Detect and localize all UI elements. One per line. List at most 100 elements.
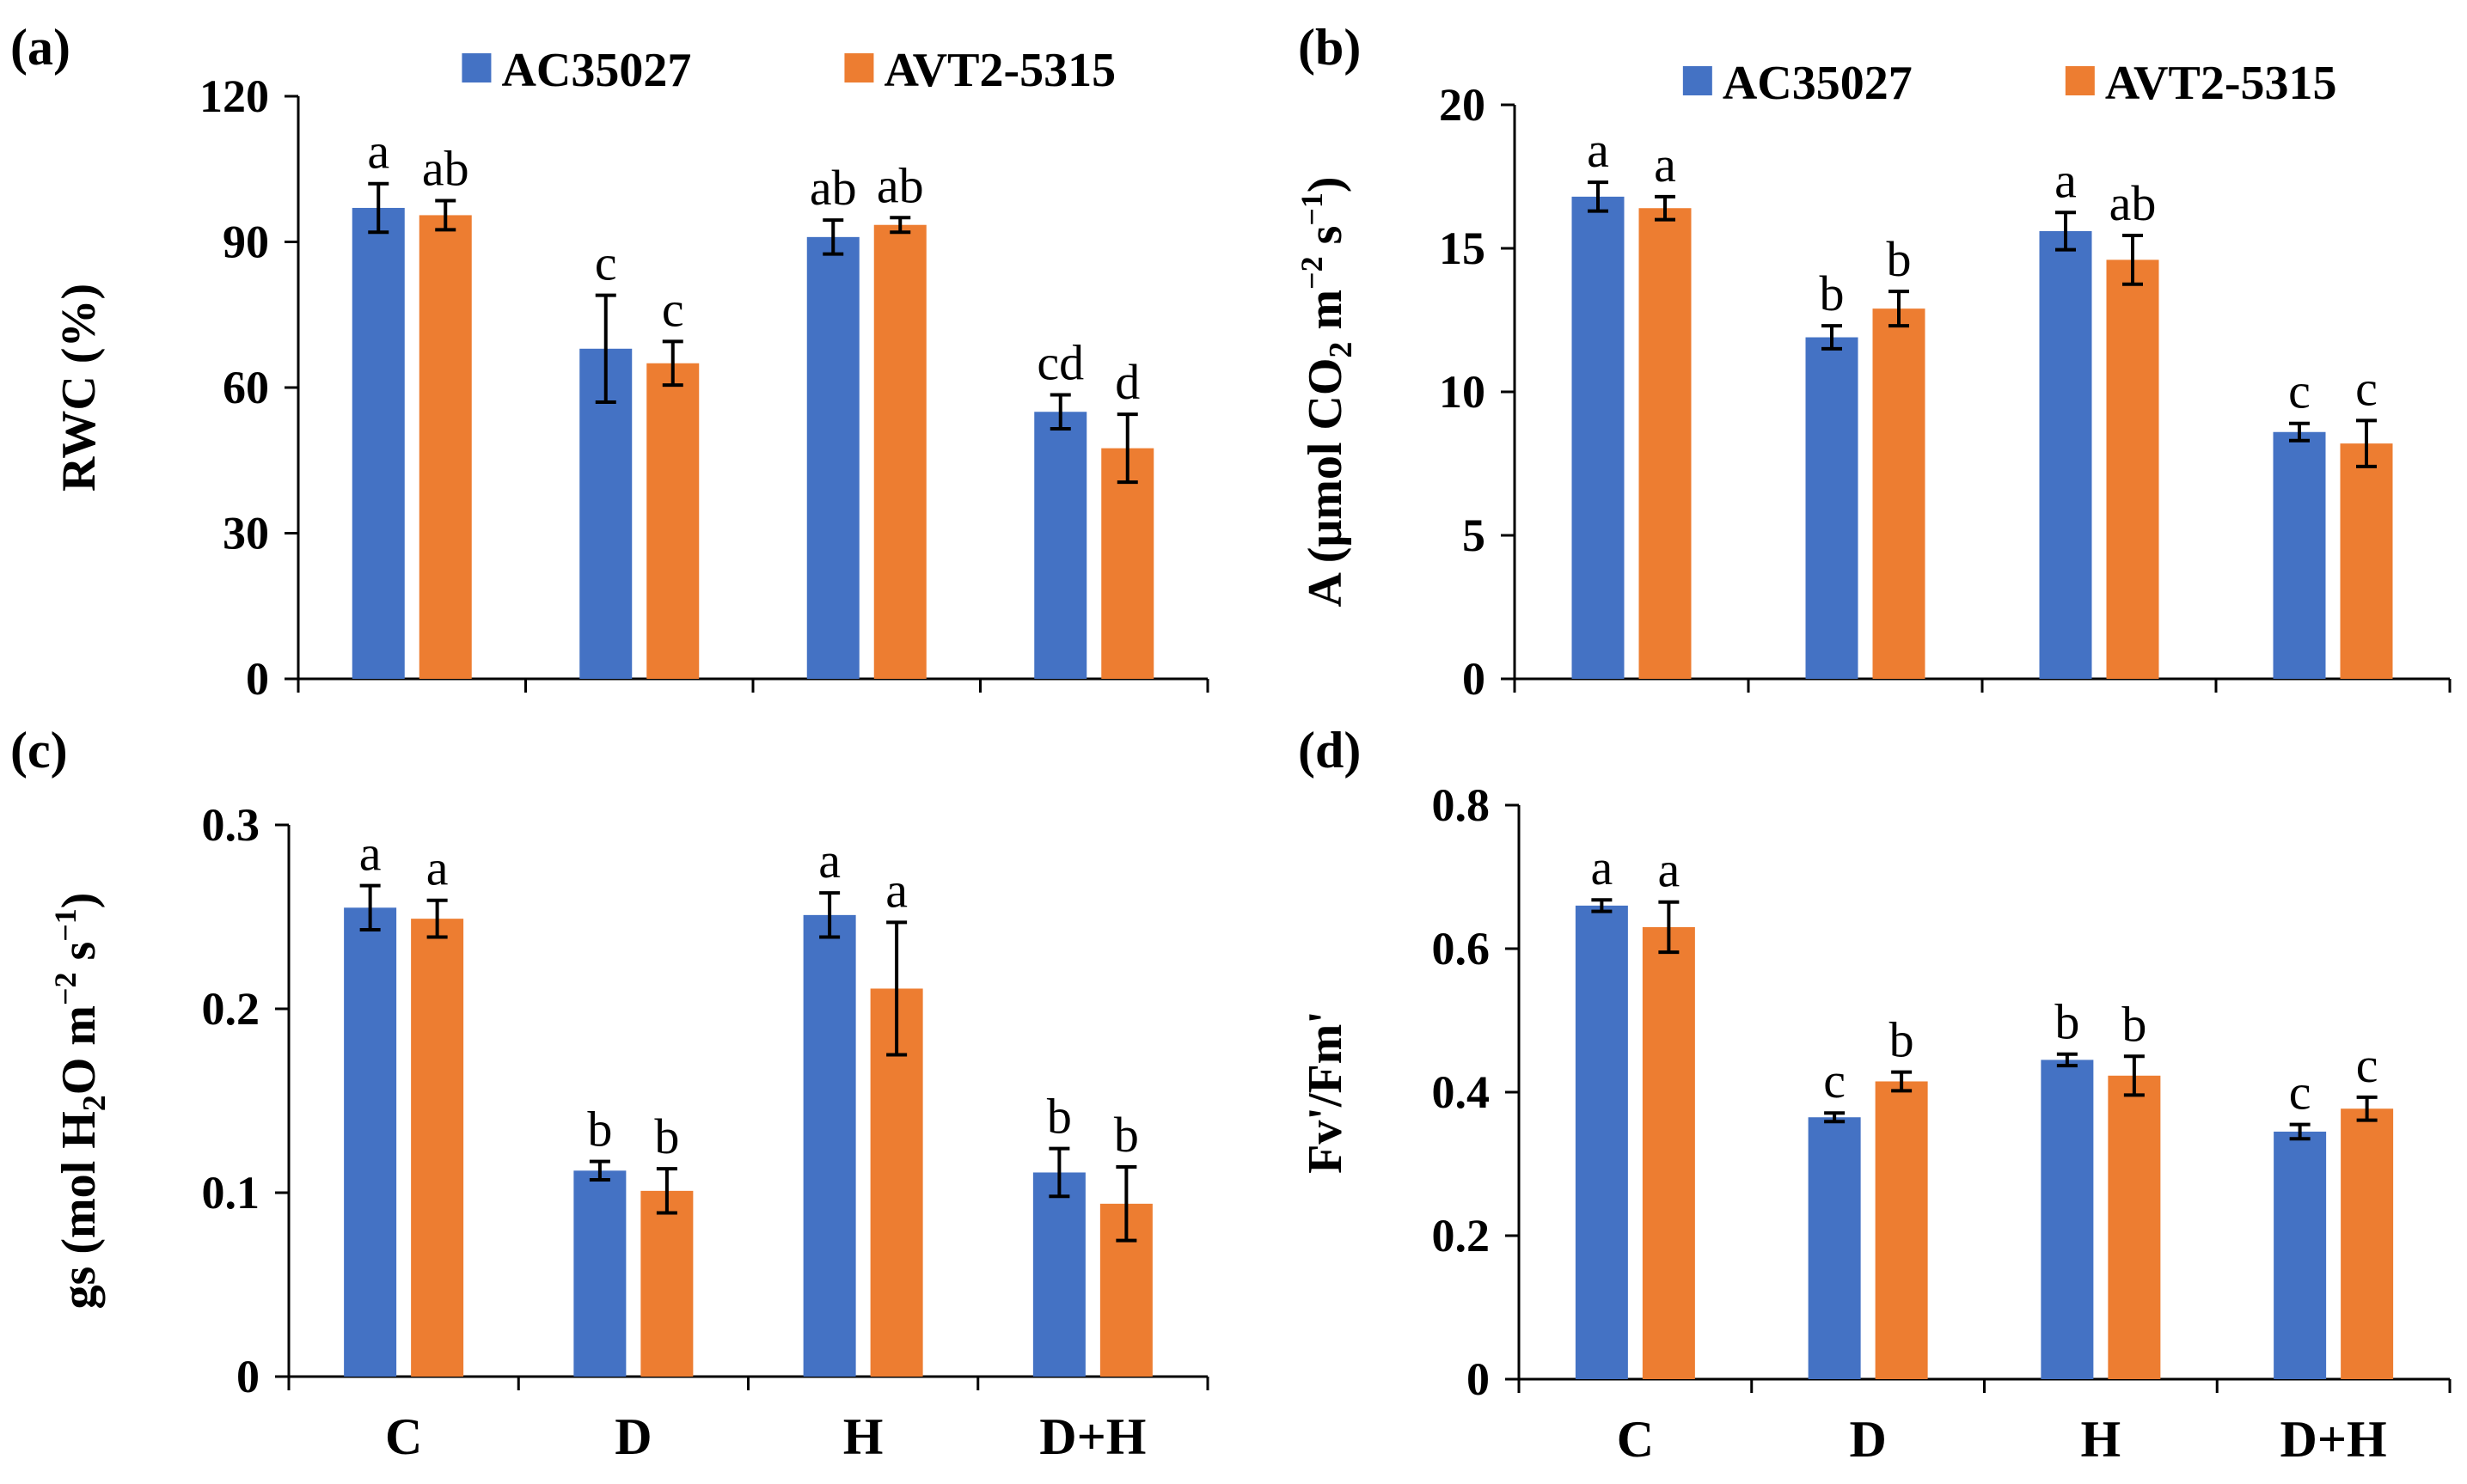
significance-letter: b (1887, 231, 1912, 287)
legend-label-1: AC35027 (501, 44, 691, 97)
bar-AVT2-5315-H (873, 224, 927, 680)
bar-AC35027-H (803, 914, 856, 1377)
chart-panel-c: (c)gs (mol H2O m−2 s−1)00.10.20.3a aCb bDa… (10, 722, 1209, 1465)
y-tick-label: 10 (1439, 366, 1485, 418)
y-tick-label: 0.4 (1432, 1066, 1491, 1118)
y-tick-label: 20 (1439, 79, 1485, 131)
y-tick-label: 30 (223, 508, 269, 559)
y-tick-label: 5 (1462, 510, 1485, 561)
panel-label: (d) (1298, 722, 1361, 779)
panel-label: (c) (10, 722, 68, 779)
legend-label-2: AVT2-5315 (2105, 57, 2337, 110)
x-category-label: H (2081, 1411, 2121, 1468)
bar-AVT2-5315-D+H (2341, 1108, 2394, 1379)
y-axis-label: Fv'/Fm' (1299, 1011, 1352, 1174)
significance-letter: a (359, 826, 382, 882)
bar-AC35027-C (1571, 196, 1625, 679)
bar-AC35027-D+H (2274, 1131, 2327, 1379)
significance-letter: cd (1037, 334, 1084, 390)
legend-swatch-1 (1682, 66, 1712, 95)
legend-swatch-1 (462, 53, 492, 82)
x-category-label: D+H (1039, 1408, 1146, 1465)
y-tick-label: 0.3 (202, 799, 260, 851)
y-tick-label: 0.6 (1432, 923, 1491, 974)
bar-AVT2-5315-D+H (1101, 448, 1154, 679)
significance-letter: c (2288, 363, 2311, 419)
bar-AVT2-5315-D (1875, 1081, 1928, 1379)
bar-AC35027-H (2039, 230, 2092, 680)
bar-AC35027-D (573, 1170, 627, 1377)
bar-AVT2-5315-C (1638, 208, 1692, 680)
bar-AC35027-C (352, 207, 405, 679)
legend-label-2: AVT2-5315 (884, 44, 1116, 97)
bar-AC35027-D+H (2273, 431, 2326, 679)
bar-AC35027-D+H (1032, 1172, 1086, 1377)
significance-letter: b (654, 1108, 679, 1164)
significance-letter: c (2355, 360, 2378, 416)
significance-letter: c (1823, 1053, 1846, 1108)
significance-letter: a (1654, 137, 1676, 192)
x-category-label: D+H (2280, 1411, 2387, 1468)
panel-label: (b) (1298, 19, 1361, 76)
bar-AVT2-5315-C (1642, 926, 1695, 1379)
y-tick-label: 0.2 (1432, 1210, 1491, 1261)
significance-letter: b (2054, 994, 2079, 1050)
significance-letter: c (2356, 1037, 2378, 1093)
y-tick-label: 0 (236, 1351, 260, 1402)
y-tick-label: 90 (223, 217, 269, 268)
bar-AVT2-5315-H (2108, 1075, 2161, 1379)
y-tick-label: 60 (223, 362, 269, 413)
significance-letter: b (587, 1102, 612, 1157)
significance-letter: a (1658, 842, 1680, 898)
bar-AVT2-5315-D (646, 363, 700, 679)
y-tick-label: 0 (1466, 1353, 1490, 1405)
panel-label: (a) (10, 19, 70, 76)
bar-AVT2-5315-D (1872, 308, 1925, 679)
significance-letter: b (1889, 1012, 1914, 1068)
bar-AVT2-5315-C (411, 919, 464, 1377)
bar-AC35027-C (344, 907, 397, 1377)
x-category-label: H (843, 1408, 884, 1465)
bar-AC35027-C (1575, 905, 1628, 1379)
bar-AVT2-5315-D (640, 1190, 694, 1377)
significance-letter: b (1047, 1089, 1072, 1145)
x-category-label: D (1849, 1411, 1886, 1468)
significance-letter: a (426, 840, 449, 896)
bar-AC35027-D (1805, 337, 1858, 679)
significance-letter: ab (2109, 175, 2157, 231)
bar-AVT2-5315-C (419, 215, 472, 680)
significance-letter: a (818, 833, 841, 889)
x-category-label: C (1617, 1411, 1654, 1468)
y-axis-label: A (μmol CO2 m−2 s−1) (1295, 176, 1359, 607)
significance-letter: c (595, 235, 617, 291)
significance-letter: b (1820, 266, 1845, 321)
significance-letter: ab (810, 160, 857, 216)
significance-letter: b (2121, 996, 2146, 1052)
y-axis-label: gs (mol H2O m−2 s−1) (48, 893, 113, 1310)
bar-AC35027-D (1808, 1117, 1861, 1379)
significance-letter: c (662, 281, 684, 337)
y-tick-label: 0 (1462, 653, 1485, 705)
significance-letter: a (885, 862, 908, 918)
bar-AC35027-D+H (1034, 412, 1087, 679)
y-tick-label: 15 (1439, 223, 1485, 274)
significance-letter: ab (877, 157, 924, 213)
legend-swatch-2 (844, 53, 874, 82)
significance-letter: a (1587, 122, 1609, 178)
legend-label-1: AC35027 (1723, 57, 1913, 110)
significance-letter: a (1591, 840, 1613, 895)
y-tick-label: 120 (199, 70, 269, 122)
significance-letter: c (2289, 1065, 2311, 1121)
significance-letter: a (367, 124, 389, 180)
bar-AC35027-H (2041, 1060, 2094, 1379)
y-axis-label: RWC (%) (52, 284, 106, 492)
bar-AVT2-5315-H (2106, 260, 2159, 679)
y-tick-label: 0.8 (1432, 779, 1491, 831)
bar-AVT2-5315-D+H (2340, 443, 2393, 679)
y-tick-label: 0.2 (202, 983, 260, 1035)
legend-swatch-2 (2065, 66, 2095, 95)
bar-AC35027-H (806, 236, 860, 680)
